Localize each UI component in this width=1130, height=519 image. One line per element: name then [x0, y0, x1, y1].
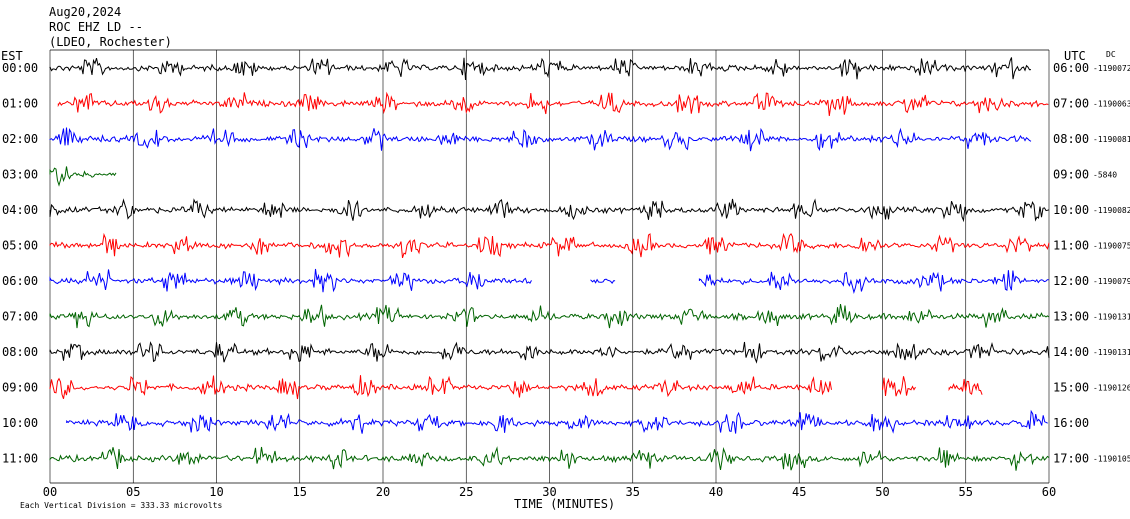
- dc-label: -1190131: [1093, 313, 1130, 322]
- header-station: ROC EHZ LD --: [49, 20, 143, 34]
- utc-label: 10:00: [1053, 203, 1089, 217]
- trace-line: [882, 376, 916, 397]
- utc-hour-labels: 06:00 07:00 08:00 09:00 10:00 11:00 12:00 13:00…: [1053, 61, 1089, 466]
- trace-line: [948, 378, 983, 396]
- dc-title: DC: [1106, 50, 1116, 59]
- est-label: 11:00: [2, 452, 38, 466]
- est-label: 02:00: [2, 132, 38, 146]
- trace-line: [49, 304, 1050, 329]
- utc-label: 09:00: [1053, 168, 1089, 182]
- est-label: 09:00: [2, 381, 38, 395]
- trace-line: [49, 232, 1050, 259]
- utc-label: 15:00: [1053, 381, 1089, 395]
- x-tick-label: 40: [709, 485, 723, 499]
- x-tick-label: 35: [626, 485, 640, 499]
- dc-label: -1190075: [1093, 242, 1130, 251]
- dc-label: -1190082: [1093, 206, 1130, 215]
- seismic-traces: [49, 57, 1050, 471]
- est-label: 07:00: [2, 310, 38, 324]
- utc-label: 16:00: [1053, 416, 1089, 430]
- trace-line: [698, 270, 1049, 295]
- trace-line: [49, 375, 832, 400]
- x-tick-label: 55: [959, 485, 973, 499]
- scale-note: Each Vertical Division = 333.33 microvol…: [20, 501, 222, 510]
- x-tick-label: 15: [293, 485, 307, 499]
- utc-label: 11:00: [1053, 239, 1089, 253]
- utc-label: 14:00: [1053, 345, 1089, 359]
- utc-label: 13:00: [1053, 310, 1089, 324]
- utc-label: 08:00: [1053, 132, 1089, 146]
- trace-line: [66, 409, 1048, 434]
- trace-line: [49, 127, 1032, 152]
- trace-line: [49, 57, 1032, 81]
- est-label: 01:00: [2, 97, 38, 111]
- utc-label: 07:00: [1053, 97, 1089, 111]
- utc-label: 12:00: [1053, 274, 1089, 288]
- x-axis-title: TIME (MINUTES): [514, 497, 615, 511]
- x-tick-label: 20: [376, 485, 390, 499]
- time-grid: [49, 49, 1050, 484]
- x-tick-label: 25: [459, 485, 473, 499]
- trace-line: [49, 166, 117, 187]
- est-label: 05:00: [2, 239, 38, 253]
- x-tick-label: 50: [875, 485, 889, 499]
- trace-line: [49, 446, 1050, 471]
- x-tick-labels: 00 05 10 15 20 25 30 35 40 45 50 55 60: [43, 485, 1056, 499]
- header-network: (LDEO, Rochester): [49, 35, 172, 49]
- dc-label: -1190131: [1093, 348, 1130, 357]
- dc-label: -1190079: [1093, 277, 1130, 286]
- dc-offset-labels: -1190072 -1190063 -1190081 -5840 -1190082 -11…: [1093, 64, 1130, 464]
- x-tick-label: 30: [542, 485, 556, 499]
- x-tick-label: 00: [43, 485, 57, 499]
- utc-label: 06:00: [1053, 61, 1089, 75]
- est-label: 06:00: [2, 274, 38, 288]
- trace-line: [49, 268, 532, 293]
- dc-label: -1190105: [1093, 455, 1130, 464]
- est-label: 04:00: [2, 203, 38, 217]
- trace-line: [49, 341, 1050, 364]
- utc-label: 17:00: [1053, 452, 1089, 466]
- left-axis-title: EST: [1, 49, 23, 63]
- est-label: 03:00: [2, 168, 38, 182]
- x-tick-label: 05: [126, 485, 140, 499]
- x-tick-label: 10: [209, 485, 223, 499]
- trace-line: [49, 198, 1050, 223]
- right-axis-title: UTC: [1064, 49, 1086, 63]
- dc-label: -1190081: [1093, 135, 1130, 144]
- trace-line: [590, 278, 616, 284]
- dc-label: -1190063: [1093, 100, 1130, 109]
- header-date: Aug20,2024: [49, 5, 121, 19]
- dc-label: -1190126: [1093, 384, 1130, 393]
- x-tick-label: 60: [1042, 485, 1056, 499]
- est-hour-labels: 00:00 01:00 02:00 03:00 04:00 05:00 06:00 07:00…: [2, 61, 38, 466]
- est-label: 00:00: [2, 61, 38, 75]
- est-label: 10:00: [2, 416, 38, 430]
- trace-line: [57, 91, 1049, 116]
- dc-label: -5840: [1093, 171, 1117, 180]
- est-label: 08:00: [2, 345, 38, 359]
- dc-label: -1190072: [1093, 64, 1130, 73]
- x-tick-label: 45: [792, 485, 806, 499]
